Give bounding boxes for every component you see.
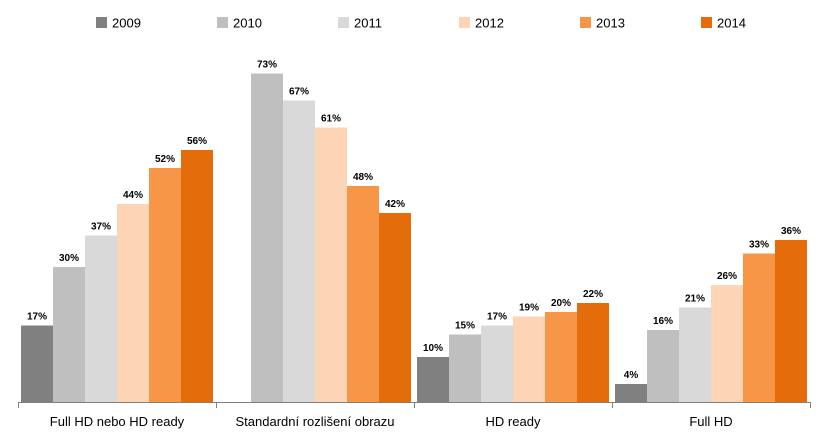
- bar-2014-1: [379, 213, 411, 402]
- bar-2010-3: [647, 330, 679, 402]
- data-label-2011-2: 17%: [487, 312, 507, 323]
- legend-swatch-2009: [96, 17, 107, 28]
- data-label-2014-2: 22%: [583, 289, 603, 300]
- bar-2010-0: [53, 267, 85, 402]
- bar-2013-3: [743, 253, 775, 402]
- data-label-2011-0: 37%: [91, 222, 111, 233]
- bar-2010-2: [449, 334, 481, 402]
- legend-swatch-2014: [701, 17, 712, 28]
- bar-2010-1: [251, 73, 283, 402]
- data-label-2013-0: 52%: [155, 154, 175, 165]
- bar-2012-2: [513, 316, 545, 402]
- x-axis: [18, 402, 811, 408]
- data-label-2011-3: 21%: [685, 294, 705, 305]
- data-label-2010-2: 15%: [455, 321, 475, 332]
- bar-2011-2: [481, 325, 513, 402]
- data-label-2012-1: 61%: [321, 114, 341, 125]
- bar-2009-3: [615, 384, 647, 402]
- bar-2009-0: [21, 325, 53, 402]
- bar-2013-0: [149, 168, 181, 402]
- data-label-2013-3: 33%: [749, 240, 769, 251]
- legend-swatch-2013: [580, 17, 591, 28]
- legend-swatch-2012: [459, 17, 470, 28]
- data-label-2009-3: 4%: [624, 370, 639, 381]
- x-tick-label-2: HD ready: [486, 414, 541, 429]
- bar-2011-1: [283, 100, 315, 402]
- bar-2014-2: [577, 303, 609, 402]
- bar-2011-0: [85, 235, 117, 402]
- data-label-2010-3: 16%: [653, 316, 673, 327]
- legend-label-2011: 2011: [354, 16, 382, 31]
- x-tick-label-1: Standardní rozlišení obrazu: [236, 414, 395, 429]
- bar-2012-1: [315, 127, 347, 402]
- chart-legend: 2009 2010 2011 2012 2013 2014: [96, 16, 746, 31]
- bar-2013-2: [545, 312, 577, 402]
- legend-label-2014: 2014: [717, 16, 746, 31]
- x-axis-tick-labels: Full HD nebo HD ready Standardní rozlišen…: [50, 414, 733, 429]
- bar-2011-3: [679, 307, 711, 402]
- data-label-2009-2: 10%: [423, 343, 443, 354]
- data-label-2012-2: 19%: [519, 303, 539, 314]
- data-label-2012-3: 26%: [717, 271, 737, 282]
- legend-label-2013: 2013: [596, 16, 625, 31]
- data-label-2011-1: 67%: [289, 87, 309, 98]
- bar-2014-0: [181, 150, 213, 402]
- chart-bars: [21, 73, 807, 402]
- data-label-2009-0: 17%: [27, 312, 47, 323]
- chart-value-labels: 17% 30% 37% 44% 52% 56% 73% 67% 61% 48% 42% 10% 15% 1…: [27, 60, 801, 382]
- data-label-2010-1: 73%: [257, 60, 277, 71]
- data-label-2012-0: 44%: [123, 190, 143, 201]
- data-label-2013-1: 48%: [353, 172, 373, 183]
- legend-label-2010: 2010: [233, 16, 262, 31]
- x-tick-label-0: Full HD nebo HD ready: [50, 414, 185, 429]
- data-label-2014-0: 56%: [187, 136, 207, 147]
- bar-2009-2: [417, 357, 449, 402]
- bar-2014-3: [775, 240, 807, 402]
- legend-label-2012: 2012: [475, 16, 504, 31]
- data-label-2014-3: 36%: [781, 226, 801, 237]
- bar-2012-3: [711, 285, 743, 402]
- legend-label-2009: 2009: [112, 16, 141, 31]
- legend-swatch-2010: [217, 17, 228, 28]
- x-tick-label-3: Full HD: [689, 414, 732, 429]
- data-label-2010-0: 30%: [59, 253, 79, 264]
- bar-2012-0: [117, 204, 149, 402]
- data-label-2014-1: 42%: [385, 199, 405, 210]
- bar-2013-1: [347, 186, 379, 402]
- legend-swatch-2011: [338, 17, 349, 28]
- data-label-2013-2: 20%: [551, 298, 571, 309]
